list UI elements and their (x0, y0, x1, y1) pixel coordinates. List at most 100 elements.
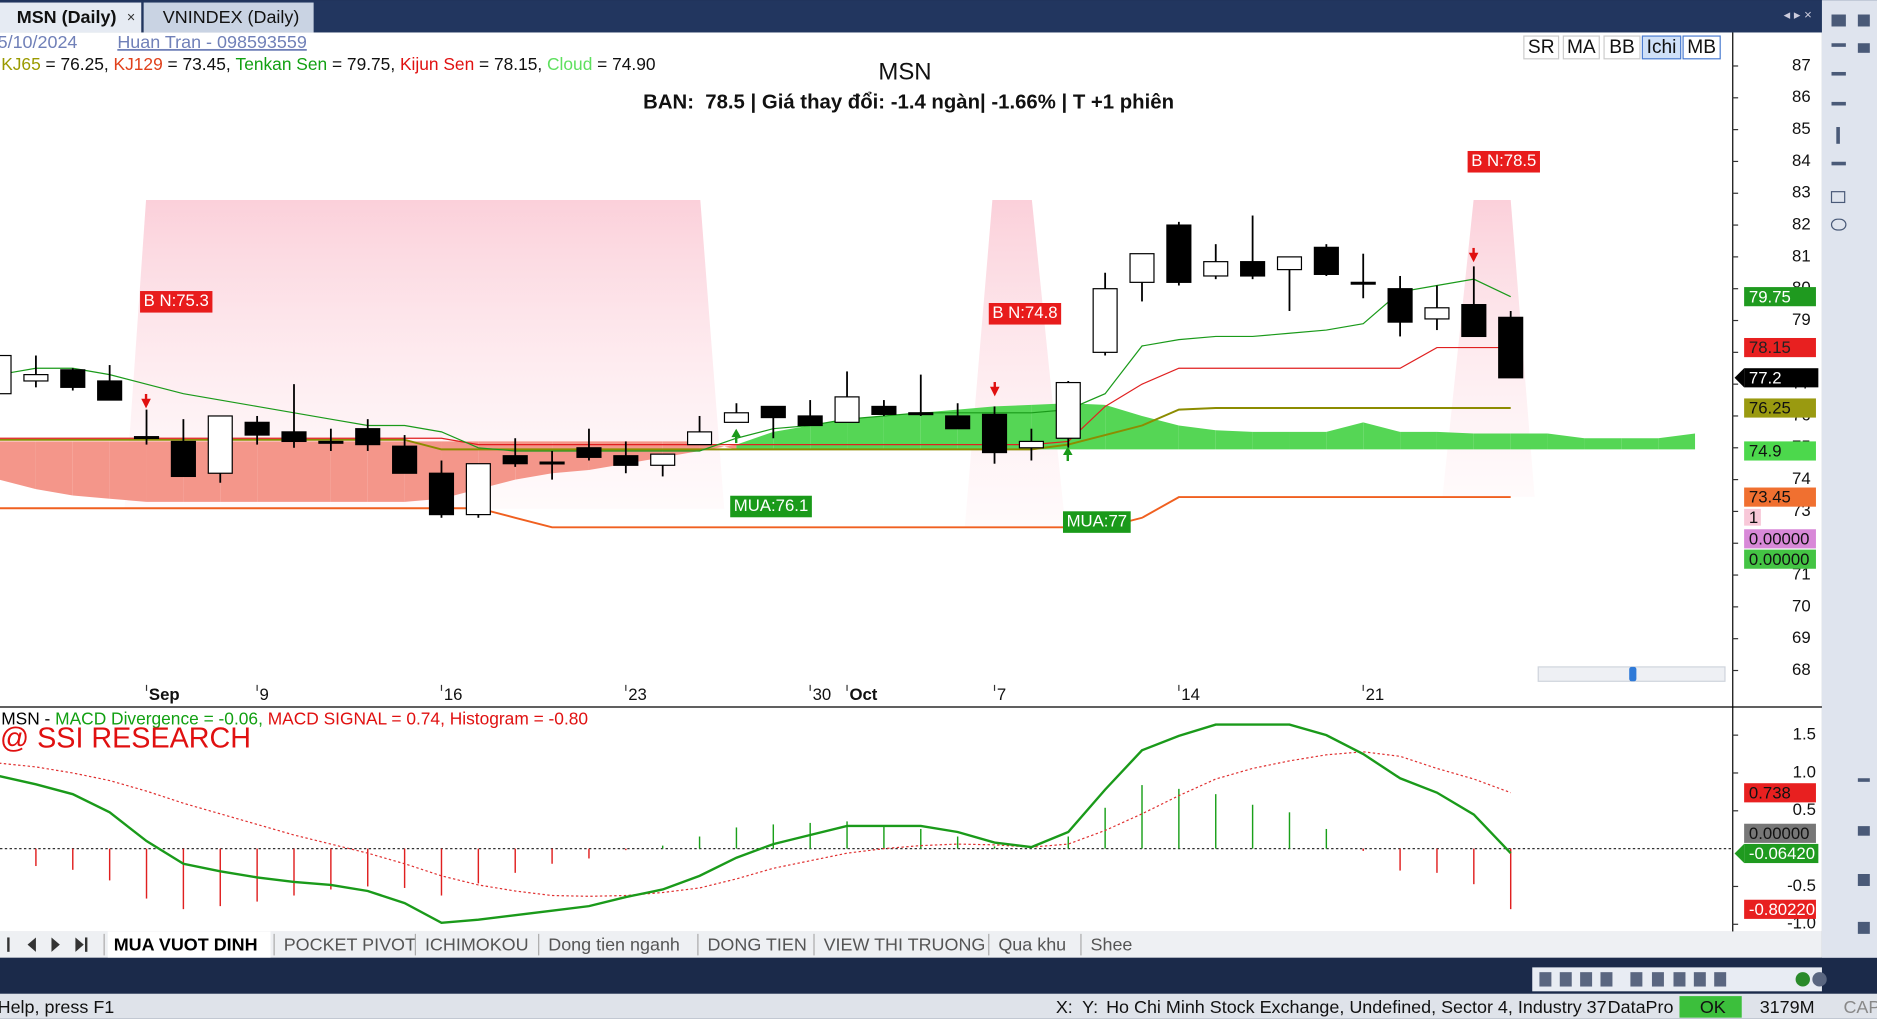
x-tick-label: 7 (997, 685, 1006, 704)
price-pane: B N:75.3 B N:74.8 B N:78.5 MUA:76.1 MUA:77 (0, 150, 1696, 533)
legend-name: KJ129 (114, 53, 163, 73)
candle-body (1424, 307, 1450, 320)
value-tag-label: 76.25 (1749, 399, 1791, 418)
candle-body (576, 447, 602, 458)
author-link[interactable]: Huan Tran - 098593559 (117, 32, 307, 52)
legend-value: = 76.25, (41, 53, 114, 73)
value-tag (1744, 441, 1816, 461)
x-tick-label: 14 (1181, 685, 1200, 704)
candle-body (207, 415, 233, 474)
cloud-segment (72, 441, 110, 499)
sheet-tab[interactable]: Qua khu (998, 935, 1066, 955)
candle-body (1018, 440, 1044, 449)
cloud-segment (1621, 438, 1659, 450)
y-tick-label: 1.5 (1793, 725, 1816, 744)
candle-body (392, 445, 418, 474)
tab-nav[interactable]: ◂ ▸ × (1784, 7, 1812, 22)
legend-name: Kijun Sen (400, 53, 474, 73)
sheet-tab[interactable]: Dong tien nganh (548, 935, 680, 955)
sheet-nav[interactable] (7, 937, 88, 952)
sheet-tab-active (107, 931, 271, 958)
indicator-line (0, 278, 1511, 452)
cloud-segment (1658, 433, 1696, 450)
value-tag-label: 1 (1749, 508, 1758, 527)
toolbar-button[interactable] (1562, 35, 1600, 60)
candle-body (871, 405, 897, 415)
sheet-tab[interactable]: POCKET PIVOT (284, 935, 416, 955)
value-tag (1744, 549, 1816, 569)
cloud-segment (1473, 433, 1511, 450)
value-tag (1744, 783, 1816, 803)
chart-title: MSN (878, 58, 931, 85)
legend-value: = 73.45, (163, 53, 236, 73)
legend-name: Cloud (547, 53, 592, 73)
sheet-tab[interactable]: DONG TIEN (707, 935, 806, 955)
cloud-segment (1510, 433, 1548, 450)
value-tag (1744, 508, 1761, 526)
scroll-thumb[interactable] (1629, 666, 1637, 682)
toolbar-button-label[interactable]: SR (1528, 37, 1555, 58)
toolbar-button[interactable] (1641, 35, 1682, 60)
candle-body (318, 440, 344, 444)
cloud-segment (1584, 438, 1622, 450)
macd-line (0, 723, 1512, 924)
tab-close[interactable]: × (127, 10, 135, 26)
status-y: Y: (1082, 997, 1098, 1017)
tab[interactable] (143, 2, 314, 33)
tab-active[interactable] (0, 2, 142, 33)
toolbar-button-label[interactable]: Ichi (1647, 37, 1677, 58)
value-tag-label: -0.80220 (1749, 900, 1815, 919)
value-tag (1744, 368, 1819, 388)
value-tag (1744, 487, 1816, 507)
macd-pane (0, 723, 1733, 924)
legend-entry: Histogram = -0.80 (450, 708, 588, 728)
sheet-tab[interactable]: MUA VUOT DINH (114, 935, 258, 955)
sheet-tab[interactable]: Shee (1091, 935, 1133, 955)
tab-label[interactable]: MSN (Daily) (17, 7, 117, 27)
indicator-line (0, 407, 1511, 451)
x-tick-label: 16 (444, 685, 463, 704)
candle-body (539, 461, 565, 465)
y-tick-label: 1.0 (1793, 762, 1816, 781)
y-tick-label: 82 (1792, 214, 1811, 233)
candle-body (1203, 261, 1229, 277)
cloud-segment (1252, 431, 1290, 450)
status-ok: OK (1700, 997, 1726, 1017)
value-tag (1744, 287, 1816, 307)
value-tag (1744, 398, 1816, 418)
sheet-bar (0, 931, 1822, 958)
candle-body (60, 369, 86, 388)
signal-line (0, 751, 1511, 897)
legend-value: = 74.90 (592, 53, 655, 73)
cloud-segment (0, 441, 36, 490)
value-tag (1744, 823, 1816, 843)
toolbar-button[interactable] (1603, 35, 1641, 60)
candle-body (1276, 256, 1303, 271)
tab-label[interactable]: VNINDEX (Daily) (163, 7, 300, 27)
candle-body (1313, 246, 1339, 275)
candle-body (1129, 253, 1155, 283)
annotation: B N:75.3 (144, 291, 209, 310)
toolbar-button-label[interactable]: MA (1567, 37, 1596, 58)
candle-body (244, 421, 270, 436)
toolbar-button[interactable] (1682, 35, 1721, 60)
annotation: B N:78.5 (1471, 151, 1536, 170)
toolbar-button-label[interactable]: MB (1687, 37, 1716, 58)
toolbar-button[interactable] (1523, 35, 1560, 60)
y-tick-label: 71 (1792, 564, 1811, 583)
candle-body (945, 415, 971, 430)
candle-body (1387, 288, 1413, 323)
y-tick-label: 0.5 (1793, 800, 1816, 819)
y-tick-label: 86 (1792, 87, 1811, 106)
y-tick-label: 84 (1792, 151, 1811, 170)
signal-zone (1442, 200, 1535, 497)
macd-legend: MSN - MACD Divergence = -0.06, MACD SIGN… (1, 708, 588, 728)
cloud-segment (35, 441, 73, 496)
toolbar-button-label[interactable]: BB (1609, 37, 1635, 58)
legend: KJ65 = 76.25, KJ129 = 73.45, Tenkan Sen … (1, 53, 655, 73)
y-tick-label: -0.5 (1787, 876, 1816, 895)
candle-body (170, 440, 196, 478)
sheet-tab[interactable]: ICHIMOKOU (425, 935, 529, 955)
sheet-tab[interactable]: VIEW THI TRUONG (824, 935, 986, 955)
